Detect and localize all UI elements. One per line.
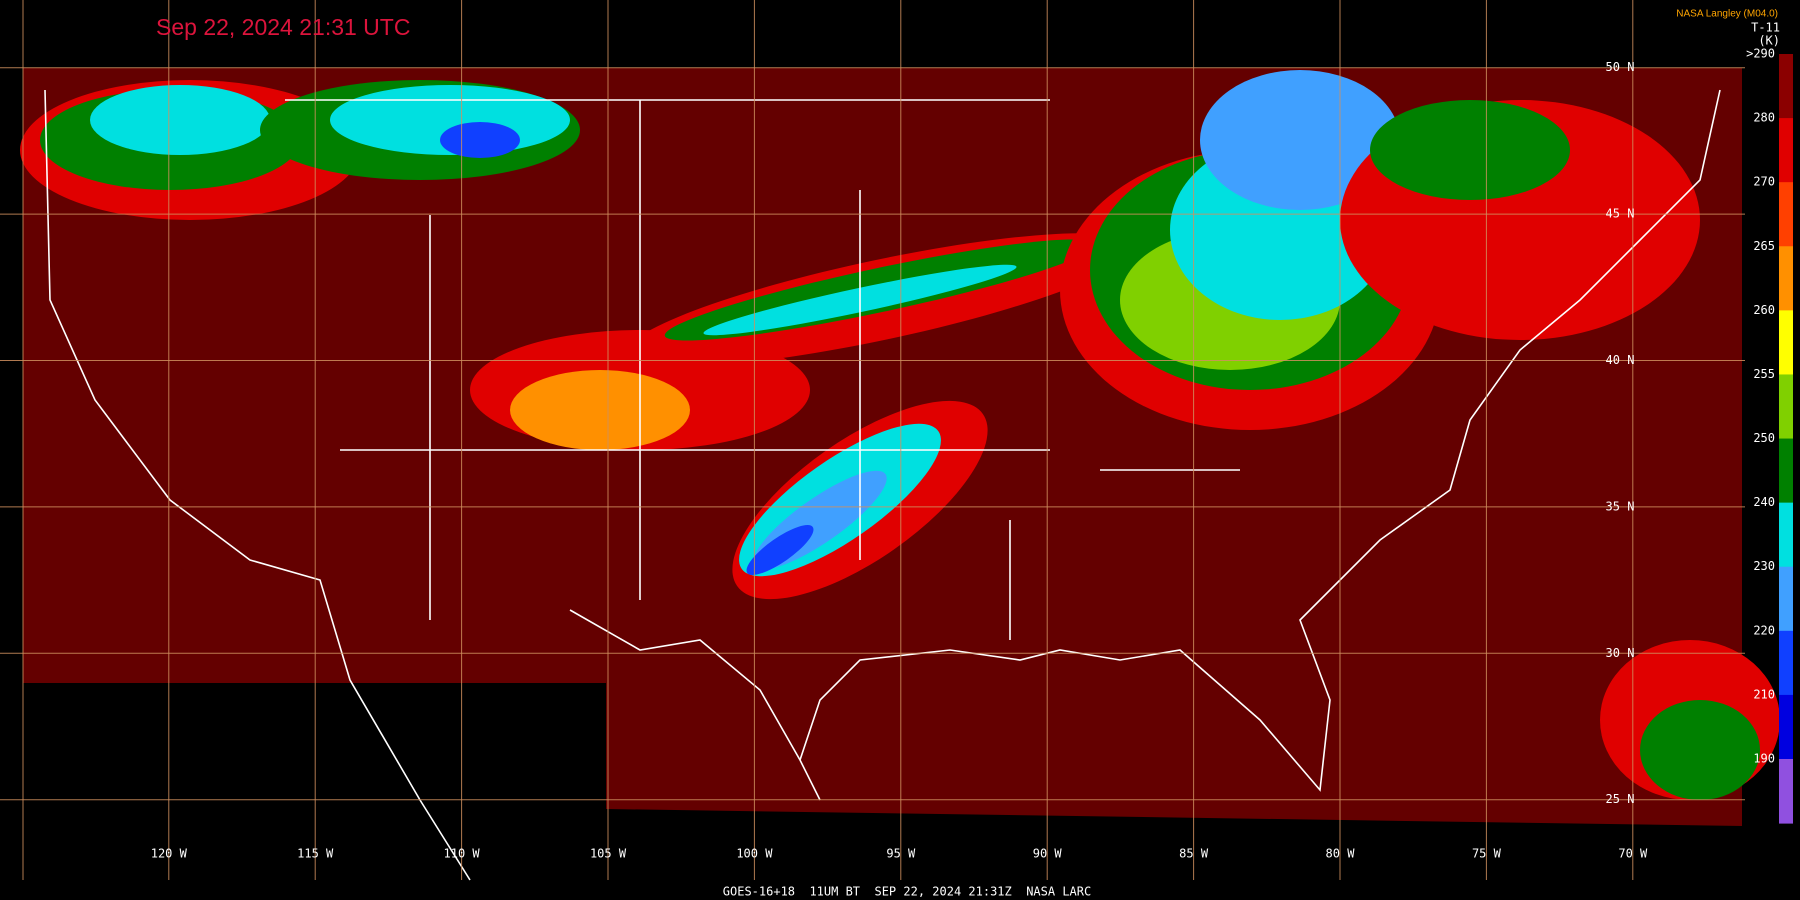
longitude-label: 80 W — [1326, 847, 1356, 861]
longitude-label: 85 W — [1179, 847, 1209, 861]
colorbar-label: 190 — [1753, 752, 1775, 766]
colorbar-swatch — [1779, 502, 1793, 568]
colorbar-label: 230 — [1753, 559, 1775, 573]
latitude-label: 50 N — [1606, 60, 1635, 74]
colorbar-swatch — [1779, 118, 1793, 183]
graticule: 120 W 115 W 110 W 105 W 100 W 95 W 90 W 85 W 80 … — [0, 0, 1745, 880]
longitude-label: 120 W — [151, 847, 188, 861]
longitude-label: 110 W — [444, 847, 481, 861]
colorbar-label: 255 — [1753, 367, 1775, 381]
longitude-label: 70 W — [1618, 847, 1648, 861]
latitude-label: 35 N — [1606, 499, 1635, 513]
colorbar-swatch — [1779, 182, 1793, 247]
colorbar: >290 280 270 265 260 255 250 240 230 220 210 190 — [1746, 47, 1793, 824]
longitude-label: 95 W — [886, 847, 916, 861]
colorbar-label: 270 — [1753, 175, 1775, 189]
colorbar-label: 280 — [1753, 111, 1775, 125]
colorbar-swatch — [1779, 54, 1793, 119]
colorbar-swatch — [1779, 630, 1793, 696]
longitude-label: 75 W — [1472, 847, 1502, 861]
colorbar-label: 240 — [1753, 495, 1775, 509]
colorbar-label: 220 — [1753, 623, 1775, 637]
colorbar-label: 210 — [1753, 687, 1775, 701]
longitude-label: 90 W — [1033, 847, 1063, 861]
latitude-label: 30 N — [1606, 646, 1635, 660]
borders — [44, 89, 1721, 881]
colorbar-swatch — [1779, 246, 1793, 311]
credit: NASA Langley (M04.0) — [1676, 9, 1778, 20]
colorbar-swatch — [1779, 438, 1793, 504]
longitude-label: 100 W — [736, 847, 773, 861]
footer: GOES-16+18 11UM BT SEP 22, 2024 21:31Z N… — [723, 885, 1091, 899]
longitude-label: 105 W — [590, 847, 627, 861]
timestamp: Sep 22, 2024 21:31 UTC — [156, 14, 410, 40]
colorbar-swatch — [1779, 694, 1793, 760]
colorbar-swatch — [1779, 566, 1793, 632]
colorbar-label: 260 — [1753, 303, 1775, 317]
channel: T-11 — [1751, 21, 1780, 35]
colorbar-label: 250 — [1753, 431, 1775, 445]
colorbar-swatch — [1779, 759, 1793, 824]
longitude-label: 115 W — [297, 847, 334, 861]
latitude-label: 25 N — [1606, 792, 1635, 806]
colorbar-swatch — [1779, 374, 1793, 440]
latitude-label: 40 N — [1606, 353, 1635, 367]
unit: (K) — [1758, 34, 1780, 48]
colorbar-label: >290 — [1746, 47, 1775, 61]
colorbar-swatch — [1779, 310, 1793, 375]
colorbar-label: 265 — [1753, 239, 1775, 253]
latitude-label: 45 N — [1606, 207, 1635, 221]
